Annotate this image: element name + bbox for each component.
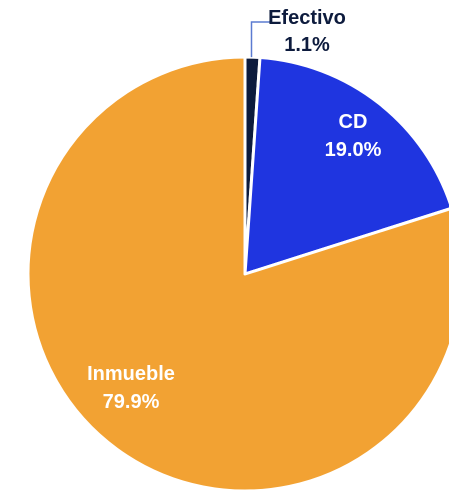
slice-value-inmueble: 79.9% xyxy=(103,391,160,413)
slice-label-efectivo: Efectivo xyxy=(268,7,346,29)
slice-label-inmueble: Inmueble xyxy=(87,363,175,385)
slice-label-cd: CD xyxy=(339,111,368,133)
pie-slices xyxy=(26,55,449,493)
slice-value-efectivo: 1.1% xyxy=(284,34,330,56)
leader-line-efectivo xyxy=(250,21,271,58)
pie-labels: Efectivo 1.1% CD 19.0% Inmueble 79.9% xyxy=(87,7,381,413)
pie-slice-cd xyxy=(243,56,449,276)
pie-slice-inmueble xyxy=(26,55,449,493)
slice-value-cd: 19.0% xyxy=(325,139,382,161)
